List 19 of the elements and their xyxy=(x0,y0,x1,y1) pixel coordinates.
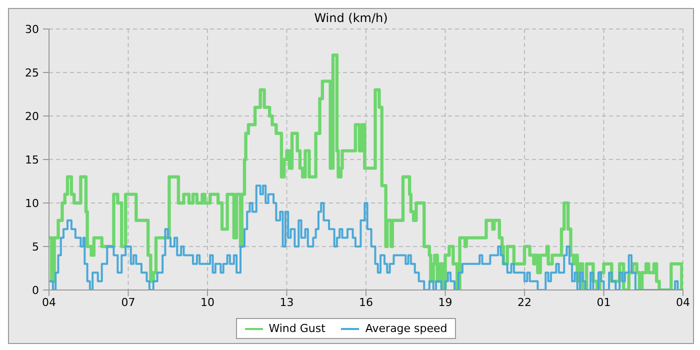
x-tick-label: 19 xyxy=(438,296,452,309)
x-tick-label: 10 xyxy=(200,296,214,309)
y-tick-label: 20 xyxy=(25,110,39,123)
chart-title: Wind (km/h) xyxy=(314,11,388,25)
x-tick-label: 07 xyxy=(121,296,136,309)
x-tick-label: 01 xyxy=(596,296,611,309)
y-tick-label: 10 xyxy=(25,197,39,210)
x-tick-label: 22 xyxy=(518,296,532,309)
y-tick-label: 30 xyxy=(25,23,39,36)
x-tick-label: 04 xyxy=(676,296,690,309)
x-tick-label: 04 xyxy=(42,296,56,309)
legend-label: Wind Gust xyxy=(268,322,326,335)
y-tick-label: 15 xyxy=(25,154,39,166)
legend-label: Average speed xyxy=(364,322,448,335)
x-tick-label: 16 xyxy=(359,296,373,309)
y-tick-label: 0 xyxy=(32,284,39,297)
x-tick-label: 13 xyxy=(280,296,294,309)
y-tick-label: 5 xyxy=(32,240,39,254)
y-tick-label: 25 xyxy=(25,66,39,80)
